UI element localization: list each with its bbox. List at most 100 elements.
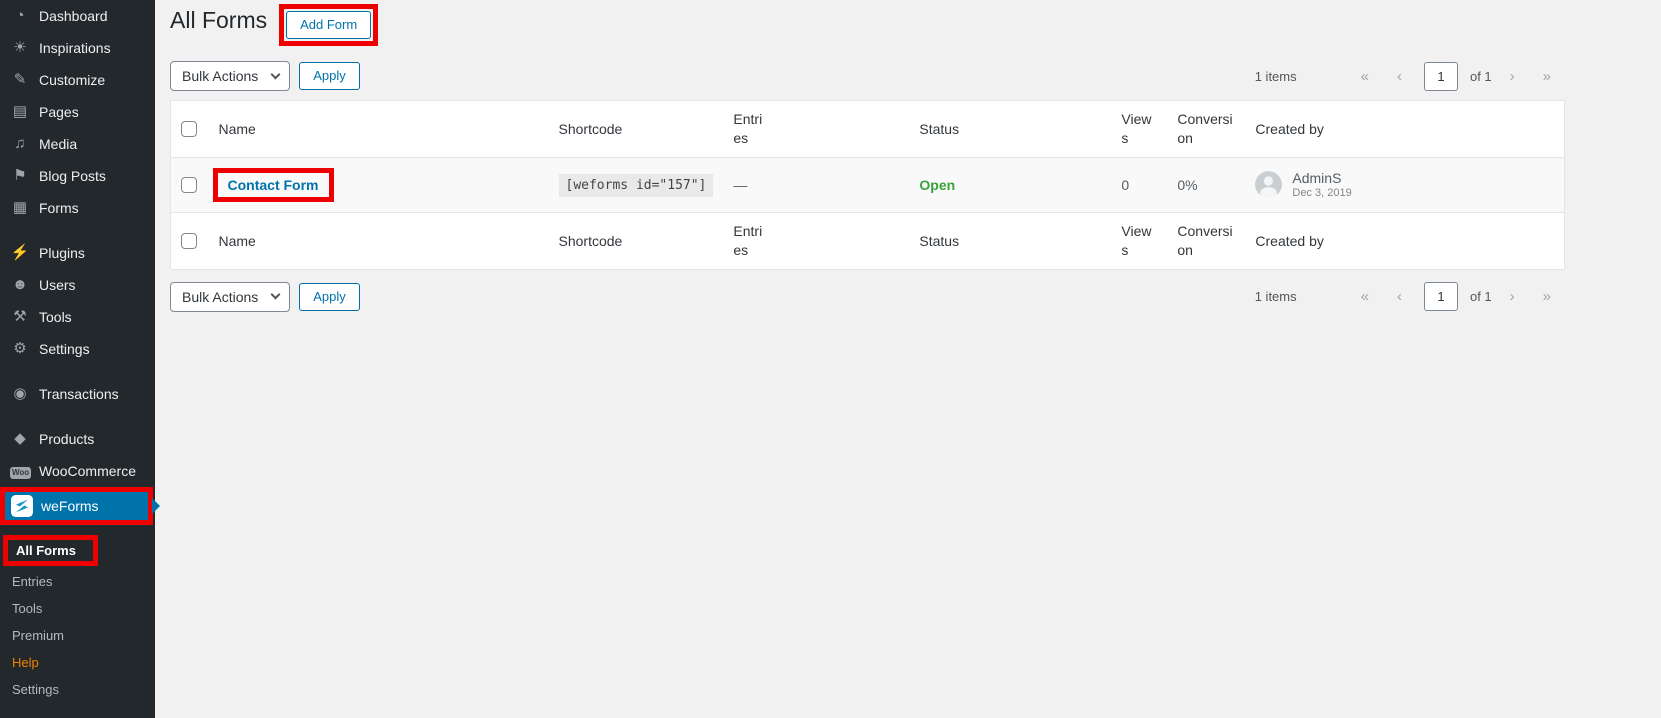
apply-button-bottom[interactable]: Apply — [299, 282, 360, 311]
conversion-value: 0% — [1177, 176, 1198, 193]
transactions-icon: ◉ — [13, 385, 27, 402]
next-page-button-bottom[interactable]: › — [1509, 288, 1515, 306]
sidebar-item-weforms[interactable]: weForms — [0, 487, 160, 525]
shortcode-value: [weforms id="157"] — [558, 174, 714, 198]
views-value: 0 — [1121, 176, 1130, 193]
submenu-item-tools[interactable]: Tools — [12, 601, 43, 616]
column-footer-conversion: Conversion — [1177, 222, 1233, 258]
column-footer-shortcode: Shortcode — [558, 232, 623, 249]
sidebar-item-customize[interactable]: ✎ Customize — [0, 64, 155, 96]
sidebar-item-pages[interactable]: ▤ Pages — [0, 96, 155, 128]
submenu-item-premium[interactable]: Premium — [12, 628, 65, 643]
column-header-views: Views — [1121, 111, 1152, 146]
row-checkbox[interactable] — [181, 176, 197, 193]
submenu-item-settings[interactable]: Settings — [12, 682, 59, 697]
admin-sidebar: ◔ Dashboard ☀ Inspirations ✎ Customize ▤… — [0, 0, 160, 718]
last-page-button[interactable]: » — [1542, 67, 1551, 85]
page-title: All Forms — [170, 7, 268, 33]
next-page-button[interactable]: › — [1509, 67, 1515, 85]
sidebar-item-dashboard[interactable]: ◔ Dashboard — [0, 0, 155, 32]
entries-value: — — [733, 176, 748, 193]
created-by-cell: AdminS Dec 3, 2019 — [1255, 170, 1554, 200]
items-count: 1 items — [1254, 68, 1297, 84]
sidebar-item-woocommerce[interactable]: Woo WooCommerce — [0, 455, 155, 487]
sidebar-item-media[interactable]: ♫ Media — [0, 128, 155, 160]
sidebar-item-label: Customize — [39, 72, 106, 88]
submenu-item-all-forms[interactable]: All Forms — [3, 535, 98, 566]
add-form-annotation-box: Add Form — [279, 4, 379, 46]
column-footer-created-by: Created by — [1255, 232, 1324, 249]
submenu-item-help[interactable]: Help — [12, 655, 39, 670]
first-page-button-bottom[interactable]: « — [1360, 288, 1369, 306]
submenu-item-entries[interactable]: Entries — [12, 574, 53, 589]
pagination-top: 1 items « ‹ of 1 › » — [1254, 61, 1565, 91]
sidebar-item-label: Media — [39, 136, 78, 152]
woocommerce-icon: Woo — [10, 467, 32, 479]
sidebar-item-users[interactable]: ☻ Users — [0, 269, 155, 301]
media-icon: ♫ — [14, 135, 26, 152]
apply-button[interactable]: Apply — [299, 62, 360, 90]
select-all-checkbox-bottom[interactable] — [181, 232, 197, 249]
bulk-actions-select[interactable]: Bulk Actions — [170, 61, 291, 91]
column-header-shortcode: Shortcode — [558, 120, 623, 137]
sidebar-item-label: Forms — [39, 200, 79, 216]
sidebar-item-label: weForms — [41, 498, 99, 514]
column-footer-views: Views — [1121, 222, 1152, 258]
last-page-button-bottom[interactable]: » — [1542, 288, 1551, 306]
user-icon: ☻ — [12, 276, 28, 293]
select-all-checkbox[interactable] — [181, 120, 197, 137]
sidebar-item-label: Plugins — [39, 245, 85, 261]
box-icon: ◆ — [14, 430, 26, 447]
sidebar-item-tools[interactable]: ⚒ Tools — [0, 301, 155, 333]
sidebar-item-products[interactable]: ◆ Products — [0, 423, 155, 455]
column-footer-status: Status — [919, 232, 960, 249]
sidebar-item-label: Users — [39, 277, 76, 293]
form-name-link[interactable]: Contact Form — [227, 176, 319, 193]
status-badge: Open — [919, 176, 956, 193]
column-header-conversion: Conversion — [1177, 111, 1233, 146]
table-row: Contact Form [weforms id="157"] — Open 0… — [170, 157, 1565, 213]
items-count-bottom: 1 items — [1254, 289, 1297, 305]
sidebar-item-settings[interactable]: ⚙ Settings — [0, 333, 155, 365]
sidebar-item-transactions[interactable]: ◉ Transactions — [0, 378, 155, 410]
main-content: All Forms Add Form Bulk Actions Apply 1 … — [155, 0, 1661, 321]
sidebar-item-blog-posts[interactable]: ⚑ Blog Posts — [0, 160, 155, 192]
table-header: Name Shortcode Entries Status Views Conv… — [171, 101, 1565, 158]
lightbulb-icon: ☀ — [13, 39, 27, 56]
current-page-input[interactable] — [1423, 61, 1458, 91]
pagination-bottom: 1 items « ‹ of 1 › » — [1254, 282, 1565, 312]
dashboard-icon: ◔ — [15, 7, 25, 24]
sidebar-item-label: Settings — [39, 341, 90, 357]
sidebar-item-label: Pages — [39, 104, 79, 120]
chevron-down-icon — [270, 289, 281, 300]
sidebar-item-label: Products — [39, 431, 95, 447]
top-toolbar: Bulk Actions Apply 1 items « ‹ of 1 › » — [170, 61, 1565, 91]
bulk-actions-select-bottom[interactable]: Bulk Actions — [170, 281, 291, 312]
sidebar-item-inspirations[interactable]: ☀ Inspirations — [0, 32, 155, 64]
sidebar-item-label: WooCommerce — [39, 463, 136, 479]
sidebar-item-label: Dashboard — [39, 8, 108, 24]
current-item-arrow-icon — [152, 498, 160, 514]
column-footer-entries: Entries — [733, 222, 763, 258]
column-header-status: Status — [919, 120, 960, 137]
column-header-created-by: Created by — [1255, 120, 1324, 137]
prev-page-button-bottom[interactable]: ‹ — [1396, 288, 1402, 306]
table-footer-header: Name Shortcode Entries Status Views Conv… — [171, 212, 1565, 269]
current-page-input-bottom[interactable] — [1423, 282, 1458, 312]
first-page-button[interactable]: « — [1360, 67, 1369, 85]
weforms-icon — [11, 495, 33, 517]
contact-form-annotation-box: Contact Form — [212, 167, 334, 202]
sidebar-item-forms[interactable]: ▦ Forms — [0, 192, 155, 224]
sidebar-item-plugins[interactable]: ⚡ Plugins — [0, 237, 155, 269]
brush-icon: ✎ — [13, 71, 27, 88]
wrench-icon: ⚒ — [13, 308, 27, 325]
prev-page-button[interactable]: ‹ — [1396, 67, 1402, 85]
avatar — [1255, 171, 1283, 199]
bottom-toolbar: Bulk Actions Apply 1 items « ‹ of 1 › » — [170, 281, 1565, 312]
plugin-icon: ⚡ — [10, 244, 30, 261]
forms-table: Name Shortcode Entries Status Views Conv… — [170, 100, 1565, 270]
add-form-button[interactable]: Add Form — [286, 11, 372, 39]
column-header-name: Name — [218, 120, 256, 137]
sidebar-item-label: Transactions — [39, 386, 119, 402]
form-icon: ▦ — [12, 199, 28, 216]
